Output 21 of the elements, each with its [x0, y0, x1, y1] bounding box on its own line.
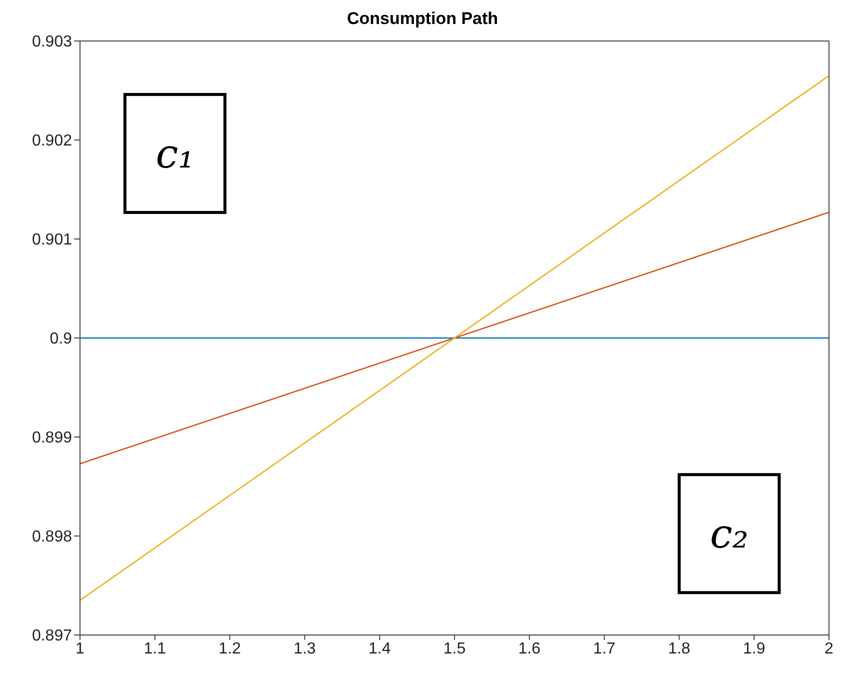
y-tick-label: 0.901	[32, 232, 72, 249]
x-tick-label: 1.3	[294, 640, 316, 658]
x-tick-label: 1.5	[443, 640, 466, 658]
x-tick-label: 1.8	[668, 640, 690, 658]
y-tick-label: 0.898	[32, 528, 72, 546]
y-tick-label: 0.902	[32, 132, 72, 150]
y-tick-label: 0.897	[32, 628, 72, 645]
x-tick-label: 1.4	[368, 640, 391, 658]
annotation: c₂	[710, 512, 748, 558]
y-tick-label: 0.899	[32, 430, 72, 447]
x-tick-label: 1.9	[742, 640, 766, 658]
y-tick-label: 0.903	[32, 34, 72, 51]
x-tick-label: 1	[76, 640, 85, 658]
chart-title: Consumption Path	[346, 8, 500, 30]
x-tick-label: 1.6	[518, 640, 541, 658]
x-tick-label: 1.7	[593, 640, 616, 658]
x-tick-label: 1.2	[218, 640, 242, 658]
x-tick-label: 2	[824, 640, 834, 658]
annotation: c₁	[156, 131, 194, 178]
y-tick-label: 0.9	[50, 330, 72, 348]
x-tick-label: 1.1	[144, 640, 166, 658]
